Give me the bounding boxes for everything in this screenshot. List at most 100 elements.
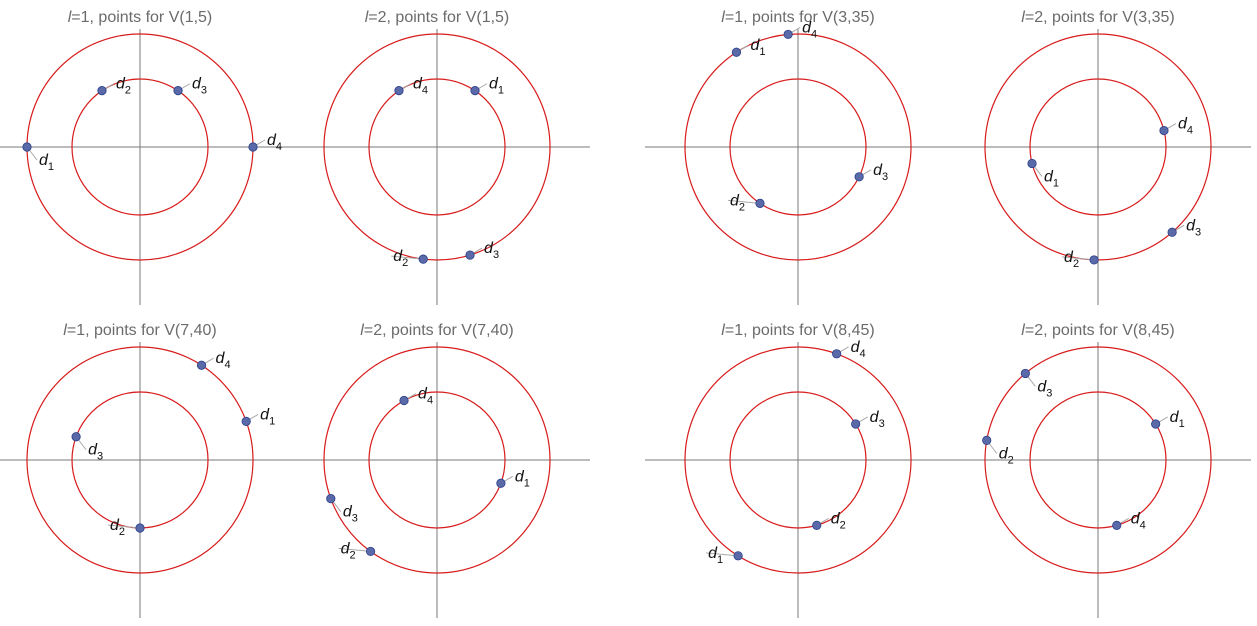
point-label-d: d (515, 468, 525, 485)
point-label-d: d (216, 350, 226, 367)
data-point (465, 250, 475, 260)
point-label: d4 (418, 386, 433, 407)
outer-ring (984, 346, 1212, 574)
point-label-d: d (1131, 510, 1141, 527)
panel-title-text: =2, points for V(3,35) (1025, 9, 1175, 26)
data-point (1167, 227, 1177, 237)
point-label: d3 (1186, 217, 1201, 238)
point-label-d: d (413, 76, 423, 93)
point-label-d: d (1044, 168, 1054, 185)
point-label-d: d (192, 76, 202, 93)
panel-title: l=2, points for V(3,35) (1021, 9, 1174, 26)
inner-ring (71, 78, 209, 216)
point-label: d2 (1064, 249, 1079, 270)
panel-title-text: =1, points for V(8,45) (725, 322, 875, 339)
point-label-sub: 3 (493, 249, 499, 261)
point-label: d2 (393, 248, 408, 269)
data-point (731, 47, 742, 57)
panel-title-text: =1, points for V(3,35) (725, 9, 875, 26)
point-label: d2 (831, 510, 846, 531)
data-point (394, 86, 404, 96)
point-label-d: d (1064, 249, 1074, 266)
data-point (1020, 368, 1030, 379)
data-point (365, 546, 376, 557)
point-label: d1 (260, 406, 275, 427)
inner-ring (729, 78, 867, 216)
point-label-sub: 2 (119, 526, 125, 538)
panel-title: l=1, points for V(7,40) (63, 322, 216, 339)
point-label-sub: 1 (1053, 177, 1059, 189)
panel-title: l=1, points for V(8,45) (721, 322, 874, 339)
data-point (97, 86, 107, 96)
outer-ring (323, 33, 551, 261)
point-label-sub: 1 (524, 477, 530, 489)
data-point (812, 520, 822, 530)
data-point (470, 86, 480, 96)
panel-title: l=2, points for V(1,5) (365, 9, 510, 26)
point-label-d: d (267, 132, 277, 149)
point-label-sub: 2 (1073, 258, 1079, 270)
point-label: d4 (1178, 116, 1193, 137)
point-label-d: d (489, 76, 499, 93)
point-label-d: d (260, 406, 270, 423)
point-label-sub: 2 (1008, 454, 1014, 466)
point-label-sub: 1 (269, 415, 275, 427)
point-label-sub: 3 (1195, 226, 1201, 238)
panel-title: l=1, points for V(3,35) (721, 9, 874, 26)
panel-title: l=2, points for V(7,40) (360, 322, 513, 339)
point-label-sub: 3 (879, 418, 885, 430)
point-leader (727, 199, 761, 204)
point-label: d1 (708, 545, 723, 566)
point-label: d3 (1037, 378, 1052, 399)
data-point (1089, 255, 1099, 265)
point-label-d: d (39, 152, 49, 169)
point-label-d: d (999, 445, 1009, 462)
point-label-sub: 4 (1187, 125, 1193, 137)
point-label-d: d (730, 192, 740, 209)
panel-title-l: l (68, 9, 72, 26)
point-label-d: d (341, 540, 351, 557)
point-label: d3 (192, 76, 207, 97)
point-label: d1 (39, 152, 54, 173)
data-point (71, 432, 81, 442)
point-label: d3 (870, 409, 885, 430)
point-label: d4 (267, 132, 282, 153)
point-label-sub: 1 (717, 554, 723, 566)
point-label-sub: 4 (422, 85, 428, 97)
point-label-sub: 4 (860, 348, 866, 360)
panel-title-text: =2, points for V(1,5) (368, 9, 509, 26)
data-point (326, 494, 336, 504)
data-point (1027, 158, 1037, 169)
point-label-d: d (393, 248, 403, 265)
point-label-d: d (1178, 116, 1188, 133)
data-point (1159, 125, 1169, 136)
point-label-d: d (484, 240, 494, 257)
inner-ring (368, 78, 506, 216)
point-label-sub: 2 (402, 257, 408, 269)
point-label: d2 (999, 445, 1014, 466)
data-point (241, 416, 251, 426)
point-label: d1 (489, 76, 504, 97)
point-label-sub: 1 (498, 85, 504, 97)
data-point (783, 29, 793, 40)
point-label: d4 (413, 76, 428, 97)
point-label-d: d (1170, 409, 1180, 426)
point-leader (391, 255, 424, 260)
point-label: d1 (515, 468, 530, 489)
panel-title-l: l (365, 9, 369, 26)
panel-title-l: l (360, 322, 364, 339)
point-leader (706, 552, 739, 557)
point-label: d2 (730, 192, 745, 213)
point-label-d: d (708, 545, 718, 562)
point-label-sub: 1 (759, 46, 765, 58)
point-label-sub: 4 (1140, 519, 1146, 531)
data-point (832, 349, 842, 359)
point-label: d3 (873, 162, 888, 183)
data-point (248, 142, 258, 152)
